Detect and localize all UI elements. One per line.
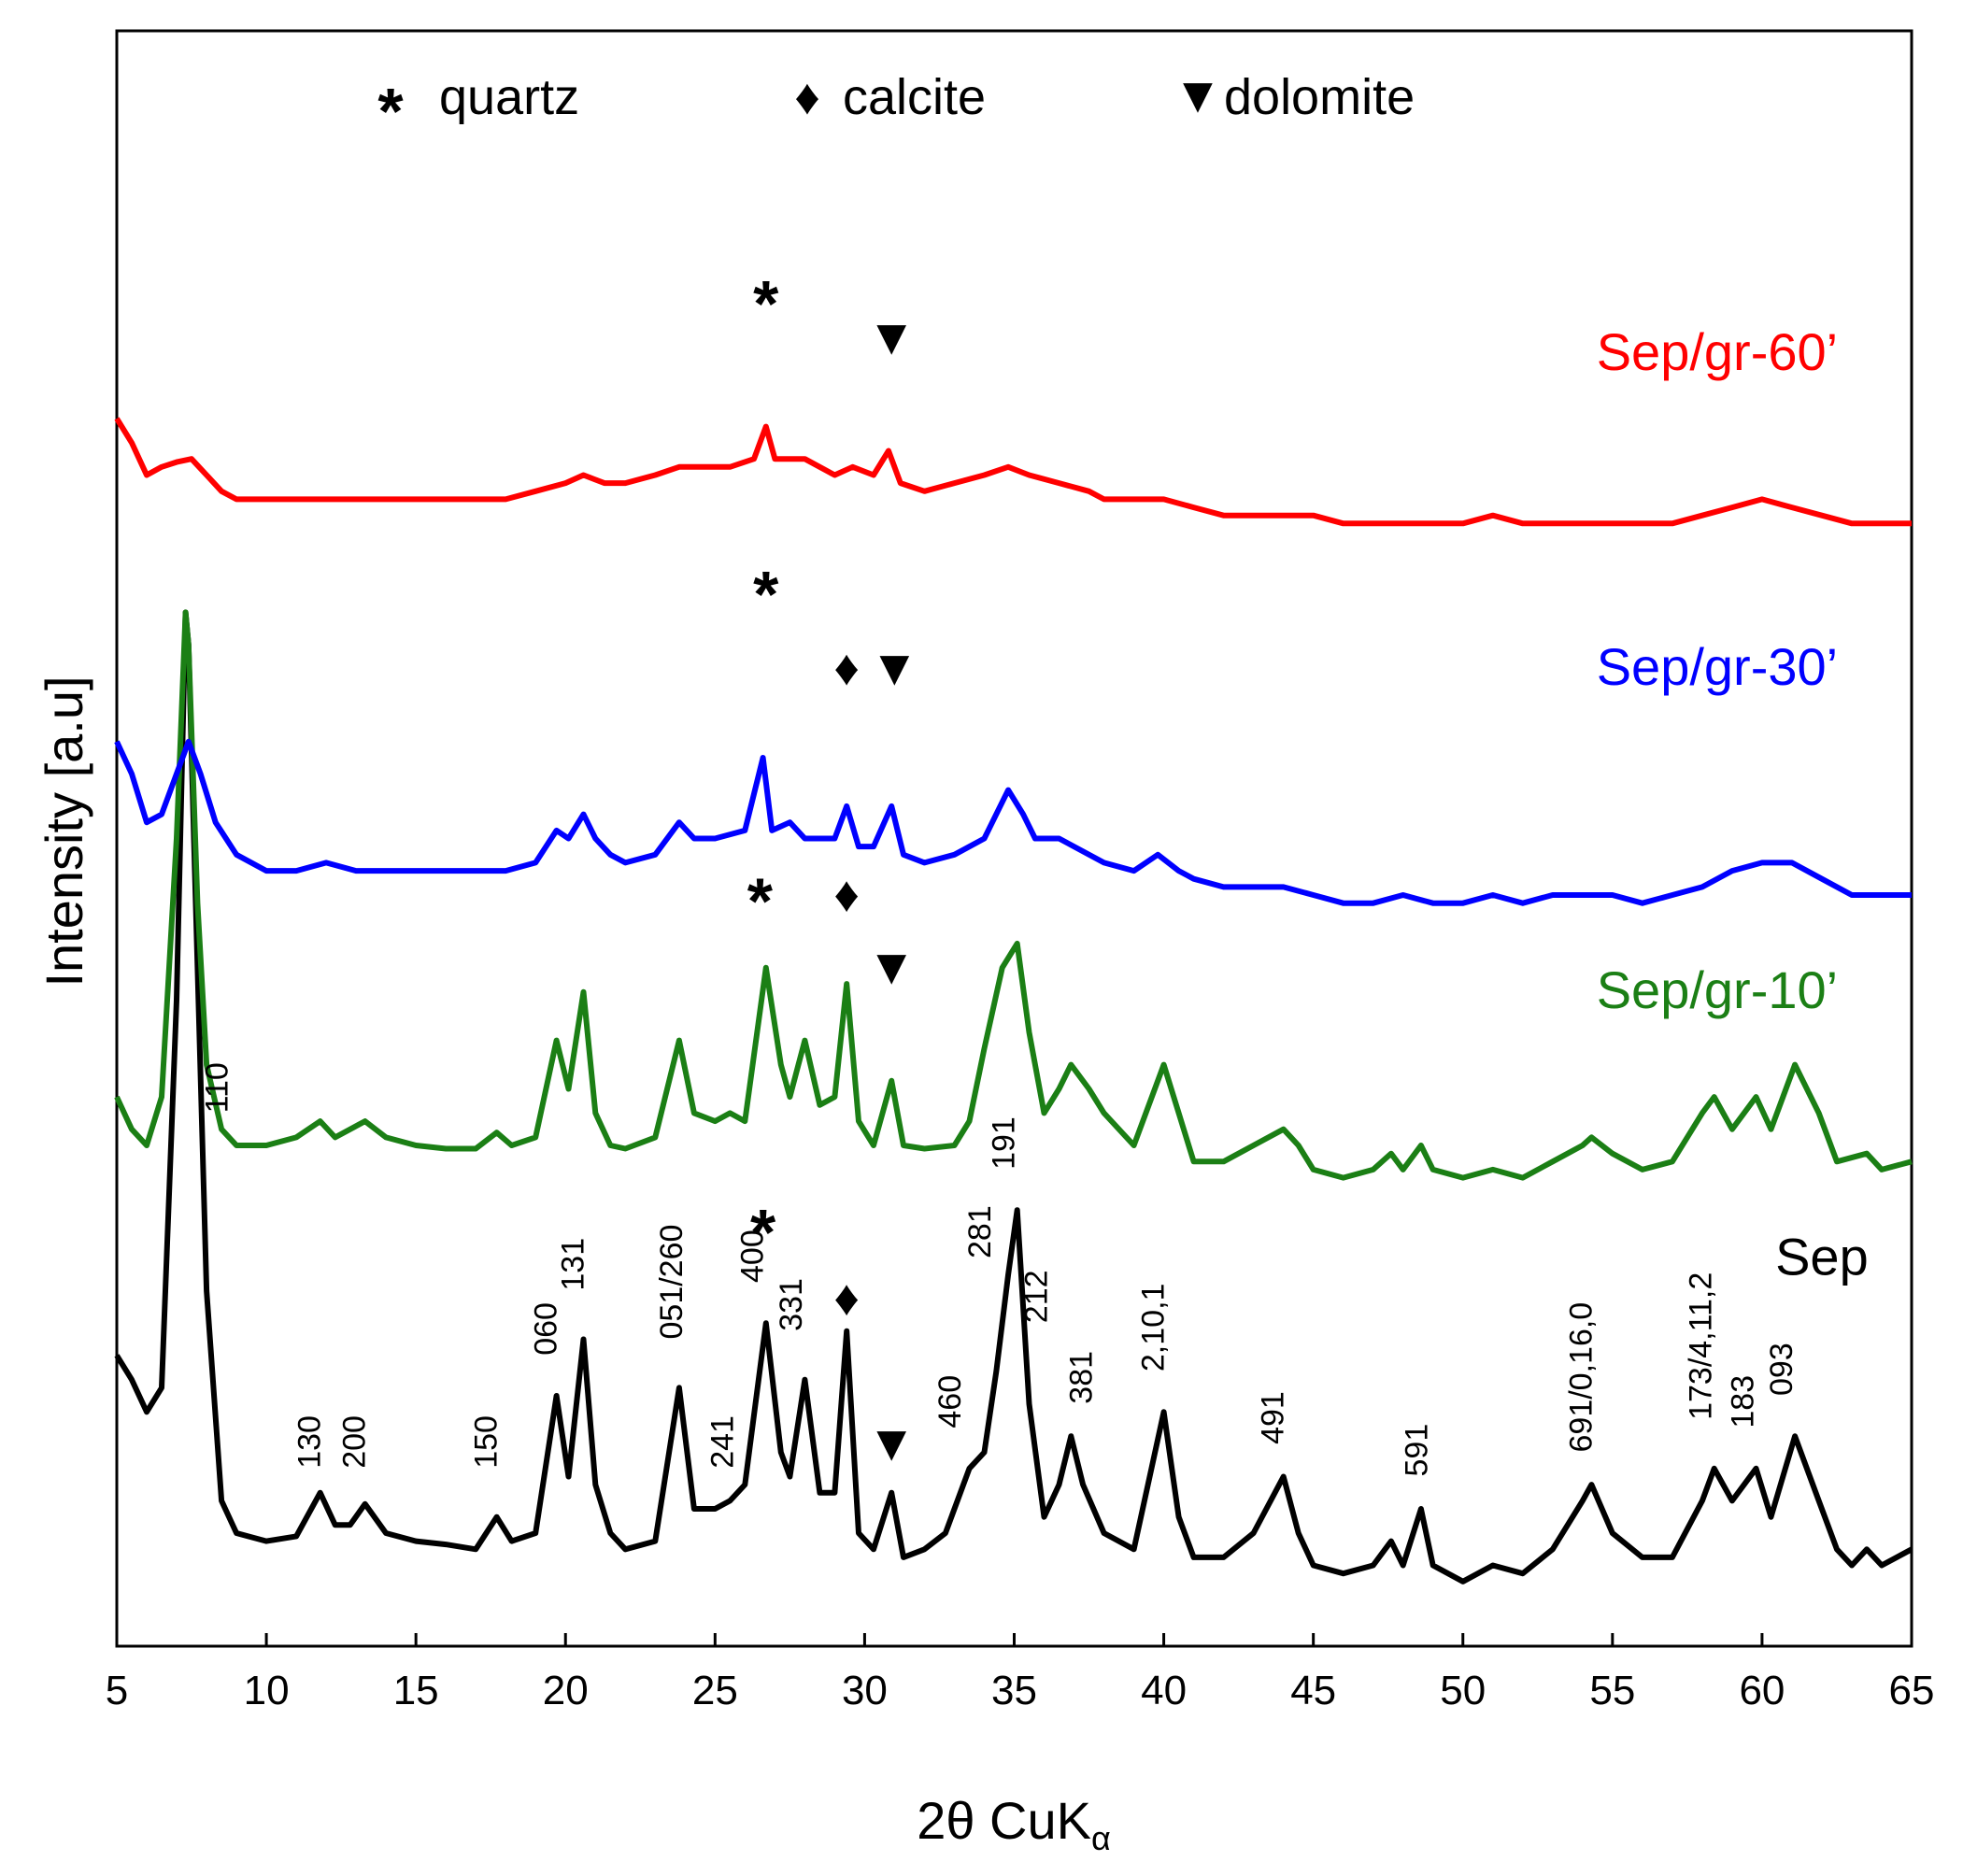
series-labels: Sep/gr-60’ Sep/gr-30’ Sep/gr-10’ Sep xyxy=(1597,322,1869,1286)
x-tick-label: 35 xyxy=(991,1668,1037,1713)
peak-label: 130 xyxy=(292,1415,328,1469)
series-line-sep xyxy=(114,609,1913,1585)
peak-label: 2,10,1 xyxy=(1136,1284,1172,1372)
x-axis-ticks: 5 10 15 20 25 30 35 40 45 50 55 60 65 xyxy=(106,1633,1935,1713)
series-line-sep-gr-10 xyxy=(114,609,1913,1181)
phase-marker: ♦ xyxy=(833,866,860,922)
peak-label: 200 xyxy=(337,1415,373,1469)
peak-label: 281 xyxy=(962,1205,998,1258)
peak-label: 212 xyxy=(1019,1270,1055,1323)
x-tick-label: 10 xyxy=(244,1668,290,1713)
phase-marker: ▼ xyxy=(866,1415,916,1471)
series-label: Sep/gr-10’ xyxy=(1597,960,1838,1019)
x-tick-label: 65 xyxy=(1889,1668,1935,1713)
peak-label: 491 xyxy=(1256,1391,1291,1444)
legend-label-quartz: quartz xyxy=(439,69,579,125)
series-line-sep-gr-60 xyxy=(114,417,1912,527)
phase-marker: ▼ xyxy=(870,640,919,696)
legend-symbol-quartz: * xyxy=(377,75,404,148)
x-tick-label: 25 xyxy=(692,1668,738,1713)
series-line-sep-gr-30 xyxy=(114,738,1912,906)
legend-label-calcite: calcite xyxy=(843,69,986,125)
peak-label: 093 xyxy=(1764,1343,1799,1396)
x-tick-label: 55 xyxy=(1589,1668,1635,1713)
x-axis-title-subscript: α xyxy=(1091,1819,1111,1857)
x-tick-label: 50 xyxy=(1440,1668,1486,1713)
phase-marker: ♦ xyxy=(833,640,860,696)
x-tick-label: 40 xyxy=(1141,1668,1187,1713)
peak-label: 060 xyxy=(529,1302,564,1356)
x-tick-label: 60 xyxy=(1739,1668,1785,1713)
peak-label: 591 xyxy=(1399,1424,1434,1477)
phase-marker: ▼ xyxy=(866,309,916,365)
x-tick-label: 5 xyxy=(106,1668,128,1713)
legend-symbol-dolomite: ▼ xyxy=(1173,67,1222,123)
series-label: Sep xyxy=(1775,1227,1869,1286)
peak-label: 241 xyxy=(705,1415,741,1469)
peak-label: 691/0,16,0 xyxy=(1563,1302,1599,1453)
peak-label: 131 xyxy=(556,1238,591,1291)
peak-label: 150 xyxy=(469,1415,505,1469)
x-tick-label: 45 xyxy=(1290,1668,1336,1713)
x-axis-title-main: 2θ CuK xyxy=(917,1791,1091,1850)
peak-label: 381 xyxy=(1064,1351,1100,1404)
legend: * quartz ♦ calcite ▼ dolomite xyxy=(377,67,1415,148)
peak-label: 183 xyxy=(1725,1375,1760,1428)
phase-marker: * xyxy=(753,267,779,340)
x-tick-label: 15 xyxy=(393,1668,439,1713)
series-lines xyxy=(114,417,1913,1585)
peak-label: 400 xyxy=(735,1229,771,1283)
peak-label: 110 xyxy=(200,1062,235,1113)
x-axis-title: 2θ CuKα xyxy=(917,1791,1111,1857)
legend-label-dolomite: dolomite xyxy=(1224,69,1415,125)
phase-marker: * xyxy=(753,558,779,631)
series-label: Sep/gr-30’ xyxy=(1597,637,1838,696)
legend-symbol-calcite: ♦ xyxy=(794,69,820,125)
peak-label: 051/260 xyxy=(654,1225,690,1340)
peak-label: 173/4,11,2 xyxy=(1684,1272,1719,1420)
x-tick-label: 30 xyxy=(842,1668,888,1713)
phase-marker: * xyxy=(750,1196,776,1269)
phase-marker: ♦ xyxy=(833,1271,860,1327)
phase-markers: * ▼*♦ ▼* ♦▼*♦▼ xyxy=(747,267,919,1471)
peak-label: 460 xyxy=(932,1375,968,1428)
phase-marker: * xyxy=(747,865,774,938)
peak-label: 331 xyxy=(774,1278,809,1331)
plot-area-frame xyxy=(115,29,1913,1648)
series-label: Sep/gr-60’ xyxy=(1597,322,1838,381)
x-tick-label: 20 xyxy=(543,1668,589,1713)
peak-label: 191 xyxy=(987,1116,1022,1170)
y-axis-title: Intensity [a.u] xyxy=(35,675,93,987)
phase-marker: ▼ xyxy=(866,939,916,995)
